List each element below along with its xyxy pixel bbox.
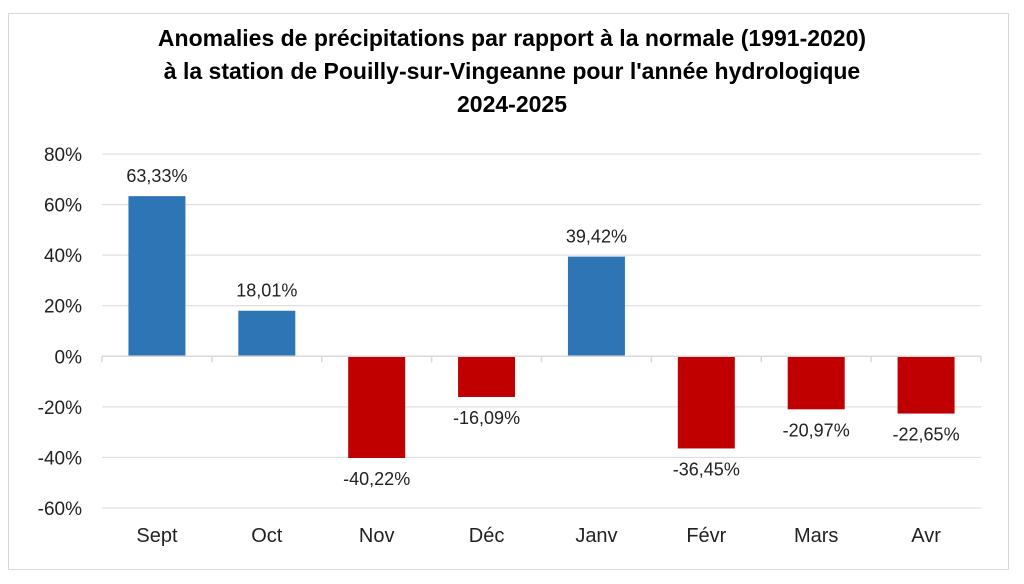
x-category-label: Avr xyxy=(911,525,941,547)
data-labels: 63,33% 18,01% -40,22% -16,09% 39,42% -36,45% -… xyxy=(126,166,959,489)
chart-title-container: Anomalies de précipitations par rapport … xyxy=(0,22,1024,121)
bar xyxy=(348,356,406,458)
y-tick-label: -20% xyxy=(38,398,82,419)
chart-title: Anomalies de précipitations par rapport … xyxy=(157,25,867,117)
y-tick-label: -60% xyxy=(38,499,82,520)
data-label: -16,09% xyxy=(453,408,520,428)
zero-axis xyxy=(101,355,982,363)
bar xyxy=(677,356,735,449)
y-tick-label: 60% xyxy=(44,196,82,217)
bar xyxy=(128,196,186,357)
x-category-label: Mars xyxy=(794,525,838,547)
bars xyxy=(128,196,955,458)
data-label: -36,45% xyxy=(673,459,740,479)
x-category-label: Nov xyxy=(359,525,395,547)
bar xyxy=(238,310,296,357)
y-tick-label: 40% xyxy=(44,246,82,267)
bar xyxy=(787,356,845,410)
gridlines xyxy=(102,153,981,509)
data-label: -40,22% xyxy=(343,469,410,489)
x-axis-categories: Sept Oct Nov Déc Janv Févr Mars Avr xyxy=(136,525,941,547)
data-label: -22,65% xyxy=(893,425,960,445)
bar xyxy=(567,256,625,357)
data-label: 18,01% xyxy=(236,281,297,301)
x-category-label: Janv xyxy=(575,525,617,547)
x-category-label: Oct xyxy=(251,525,283,547)
x-category-label: Déc xyxy=(469,525,505,547)
bar xyxy=(897,356,955,414)
x-category-label: Sept xyxy=(136,525,178,547)
bar xyxy=(458,356,516,397)
y-tick-label: 80% xyxy=(44,145,82,166)
y-tick-label: -40% xyxy=(38,448,82,469)
data-label: -20,97% xyxy=(783,420,850,440)
data-label: 63,33% xyxy=(126,166,187,186)
y-tick-label: 20% xyxy=(44,297,82,318)
y-axis-ticks: 80% 60% 40% 20% 0% -20% -40% -60% xyxy=(38,145,82,520)
x-category-label: Févr xyxy=(686,525,726,547)
data-label: 39,42% xyxy=(566,227,627,247)
y-tick-label: 0% xyxy=(55,347,83,368)
